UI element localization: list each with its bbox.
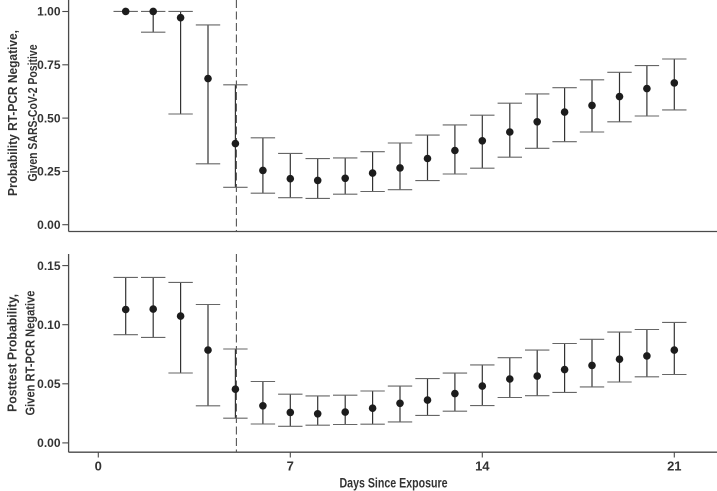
svg-text:0.75: 0.75 <box>37 58 61 72</box>
svg-text:0.15: 0.15 <box>37 259 61 273</box>
svg-text:1.00: 1.00 <box>37 5 61 19</box>
svg-text:7: 7 <box>287 459 294 474</box>
svg-text:0.00: 0.00 <box>37 218 61 232</box>
svg-text:Probability RT-PCR Negative,: Probability RT-PCR Negative, <box>6 30 20 196</box>
svg-text:21: 21 <box>667 459 681 474</box>
svg-text:0: 0 <box>95 459 102 474</box>
svg-text:0.05: 0.05 <box>37 377 61 391</box>
svg-text:0.25: 0.25 <box>37 165 61 179</box>
svg-text:Days Since Exposure: Days Since Exposure <box>340 475 448 491</box>
svg-text:Posttest Probability,: Posttest Probability, <box>6 294 20 412</box>
svg-text:14: 14 <box>475 459 490 474</box>
svg-text:0.50: 0.50 <box>37 111 61 125</box>
svg-text:Given SARS-CoV-2 Positive: Given SARS-CoV-2 Positive <box>26 44 40 181</box>
svg-text:0.00: 0.00 <box>37 436 61 450</box>
svg-text:Given RT-PCR Negative: Given RT-PCR Negative <box>24 290 38 415</box>
svg-text:0.10: 0.10 <box>37 318 61 332</box>
